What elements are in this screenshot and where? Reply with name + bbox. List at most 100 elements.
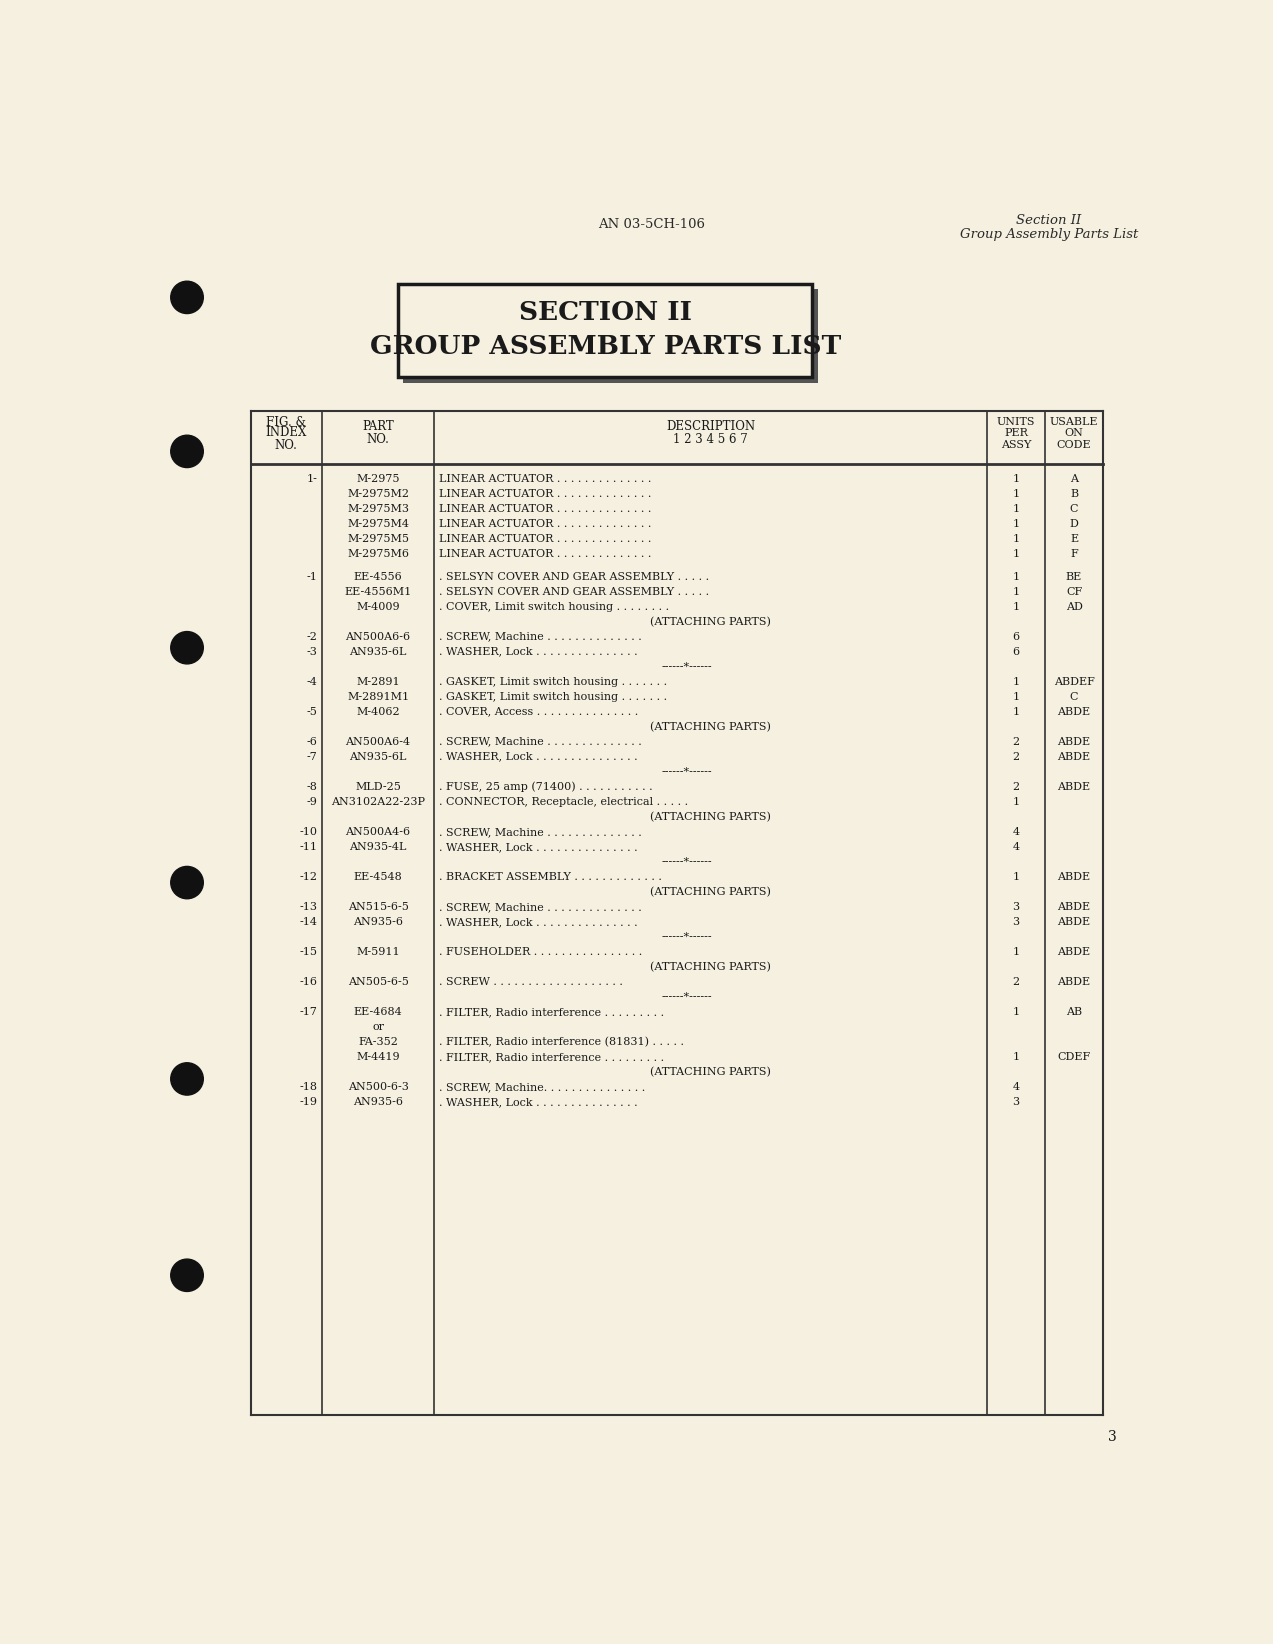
Text: ABDE: ABDE [1058,871,1091,881]
Text: PER: PER [1004,427,1027,437]
Text: NO.: NO. [367,434,390,446]
Text: . SCREW, Machine. . . . . . . . . . . . . . .: . SCREW, Machine. . . . . . . . . . . . … [439,1082,645,1092]
Text: A: A [1071,473,1078,483]
Text: 2: 2 [1012,781,1020,792]
Text: -1: -1 [307,572,317,582]
FancyBboxPatch shape [404,289,817,383]
Text: M-4419: M-4419 [356,1052,400,1062]
Text: AN935-6L: AN935-6L [349,751,407,761]
Text: AN500A6-6: AN500A6-6 [345,631,411,641]
Text: M-4009: M-4009 [356,602,400,612]
Text: M-2975M5: M-2975M5 [348,534,409,544]
Text: -17: -17 [299,1006,317,1018]
Text: AN500A4-6: AN500A4-6 [345,827,411,837]
Text: . WASHER, Lock . . . . . . . . . . . . . . .: . WASHER, Lock . . . . . . . . . . . . .… [439,1097,638,1106]
Text: ------*------: ------*------ [662,857,713,866]
Text: . SELSYN COVER AND GEAR ASSEMBLY . . . . .: . SELSYN COVER AND GEAR ASSEMBLY . . . .… [439,587,709,597]
Circle shape [171,281,204,314]
Text: -3: -3 [307,646,317,656]
Text: M-2975M6: M-2975M6 [348,549,409,559]
Text: 6: 6 [1012,631,1020,641]
Text: AN515-6-5: AN515-6-5 [348,903,409,912]
Text: 3: 3 [1108,1430,1116,1443]
Text: . GASKET, Limit switch housing . . . . . . .: . GASKET, Limit switch housing . . . . .… [439,677,667,687]
Text: 4: 4 [1012,1082,1020,1092]
Text: -5: -5 [307,707,317,717]
Text: 1: 1 [1012,1052,1020,1062]
Text: -15: -15 [299,947,317,957]
Text: (ATTACHING PARTS): (ATTACHING PARTS) [651,616,771,626]
Text: ABDE: ABDE [1058,707,1091,717]
Text: 1: 1 [1012,797,1020,807]
Text: -14: -14 [299,917,317,927]
Text: . SCREW, Machine . . . . . . . . . . . . . .: . SCREW, Machine . . . . . . . . . . . .… [439,737,642,746]
Text: CDEF: CDEF [1058,1052,1091,1062]
Text: 3: 3 [1012,1097,1020,1106]
Text: ABDE: ABDE [1058,781,1091,792]
Circle shape [171,1062,204,1095]
Text: -4: -4 [307,677,317,687]
Text: 1: 1 [1012,677,1020,687]
Text: . WASHER, Lock . . . . . . . . . . . . . . .: . WASHER, Lock . . . . . . . . . . . . .… [439,751,638,761]
Text: . WASHER, Lock . . . . . . . . . . . . . . .: . WASHER, Lock . . . . . . . . . . . . .… [439,646,638,656]
Text: ------*------: ------*------ [662,991,713,1001]
Text: EE-4556M1: EE-4556M1 [345,587,411,597]
Circle shape [171,631,204,664]
Text: . SCREW, Machine . . . . . . . . . . . . . .: . SCREW, Machine . . . . . . . . . . . .… [439,631,642,641]
Text: 3: 3 [1012,917,1020,927]
Text: 1: 1 [1012,587,1020,597]
Text: D: D [1069,520,1078,529]
Text: . WASHER, Lock . . . . . . . . . . . . . . .: . WASHER, Lock . . . . . . . . . . . . .… [439,917,638,927]
Text: 3: 3 [1012,903,1020,912]
Text: . FILTER, Radio interference (81831) . . . . .: . FILTER, Radio interference (81831) . .… [439,1037,684,1047]
Text: AN935-6: AN935-6 [353,1097,404,1106]
Text: -19: -19 [299,1097,317,1106]
Text: 1: 1 [1012,707,1020,717]
Text: DESCRIPTION: DESCRIPTION [666,421,755,434]
Text: 1: 1 [1012,1006,1020,1018]
Text: . SELSYN COVER AND GEAR ASSEMBLY . . . . .: . SELSYN COVER AND GEAR ASSEMBLY . . . .… [439,572,709,582]
Text: -7: -7 [307,751,317,761]
Text: M-5911: M-5911 [356,947,400,957]
Text: (ATTACHING PARTS): (ATTACHING PARTS) [651,1067,771,1077]
Text: . SCREW, Machine . . . . . . . . . . . . . .: . SCREW, Machine . . . . . . . . . . . .… [439,827,642,837]
Text: AN935-6: AN935-6 [353,917,404,927]
Text: B: B [1069,488,1078,498]
Text: M-2975: M-2975 [356,473,400,483]
Text: . COVER, Limit switch housing . . . . . . . .: . COVER, Limit switch housing . . . . . … [439,602,670,612]
Text: or: or [372,1023,384,1032]
Text: LINEAR ACTUATOR . . . . . . . . . . . . . .: LINEAR ACTUATOR . . . . . . . . . . . . … [439,473,652,483]
Text: -2: -2 [307,631,317,641]
Text: AN935-4L: AN935-4L [349,842,407,852]
Text: -8: -8 [307,781,317,792]
FancyBboxPatch shape [398,283,812,378]
Text: ------*------: ------*------ [662,932,713,942]
Text: UNITS: UNITS [997,418,1035,427]
Text: . COVER, Access . . . . . . . . . . . . . . .: . COVER, Access . . . . . . . . . . . . … [439,707,638,717]
Text: ABDE: ABDE [1058,751,1091,761]
Text: C: C [1069,503,1078,513]
Text: M-4062: M-4062 [356,707,400,717]
Text: AN500-6-3: AN500-6-3 [348,1082,409,1092]
Text: F: F [1071,549,1078,559]
Circle shape [171,1259,204,1292]
Text: BE: BE [1066,572,1082,582]
Circle shape [171,436,204,467]
Text: ON: ON [1064,427,1083,437]
Text: AN505-6-5: AN505-6-5 [348,977,409,986]
Text: EE-4556: EE-4556 [354,572,402,582]
Text: FIG. &: FIG. & [266,416,307,429]
Text: C: C [1069,692,1078,702]
Text: . SCREW . . . . . . . . . . . . . . . . . . .: . SCREW . . . . . . . . . . . . . . . . … [439,977,622,986]
Text: -9: -9 [307,797,317,807]
Text: GROUP ASSEMBLY PARTS LIST: GROUP ASSEMBLY PARTS LIST [369,334,840,358]
Text: ABDE: ABDE [1058,737,1091,746]
Text: . BRACKET ASSEMBLY . . . . . . . . . . . . .: . BRACKET ASSEMBLY . . . . . . . . . . .… [439,871,662,881]
Text: ASSY: ASSY [1001,441,1031,450]
Text: Section II: Section II [1016,214,1082,227]
Text: INDEX: INDEX [266,426,307,439]
Text: M-2975M3: M-2975M3 [348,503,409,513]
Text: . CONNECTOR, Receptacle, electrical . . . . .: . CONNECTOR, Receptacle, electrical . . … [439,797,687,807]
Text: SECTION II: SECTION II [518,299,691,324]
Text: M-2891M1: M-2891M1 [348,692,409,702]
